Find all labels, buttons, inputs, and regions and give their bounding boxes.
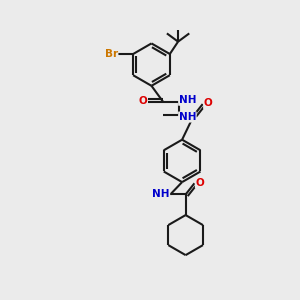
Text: O: O xyxy=(195,178,204,188)
Text: NH: NH xyxy=(178,112,196,122)
Text: Br: Br xyxy=(105,49,118,59)
Text: NH: NH xyxy=(152,189,169,199)
Text: NH: NH xyxy=(178,95,196,105)
Text: O: O xyxy=(204,98,212,109)
Text: O: O xyxy=(138,96,147,106)
